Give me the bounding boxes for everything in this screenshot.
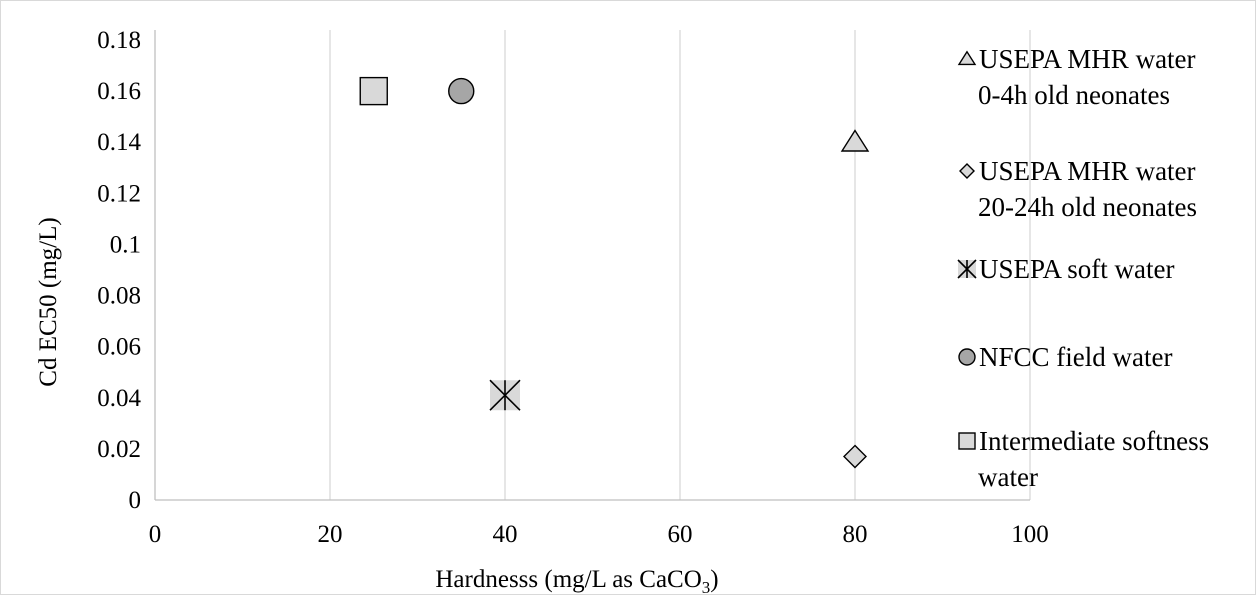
legend-marker-asterisk <box>957 259 977 279</box>
data-points <box>359 76 870 469</box>
legend-label-line-1: Intermediate softness <box>979 426 1209 456</box>
data-point-square-0 <box>359 76 388 106</box>
legend-entry-1: USEPA MHR water 0-4h old neonates <box>957 44 1196 110</box>
x-axis-title-main: Hardnesss (mg/L as CaCO <box>435 566 701 593</box>
y-tick-label-0.12: 0.12 <box>97 180 141 207</box>
x-tick-label-80: 80 <box>843 521 868 548</box>
y-tick-label-0.02: 0.02 <box>97 436 141 463</box>
x-tick-label-60: 60 <box>668 521 693 548</box>
legend-entry-5: Intermediate softness water <box>958 426 1209 492</box>
y-axis-title: Cd EC50 (mg/L) <box>35 217 62 386</box>
y-tick-label-0.08: 0.08 <box>97 283 141 310</box>
legend-entry-4: NFCC field water <box>958 342 1172 372</box>
legend-marker-triangle <box>957 50 977 66</box>
legend-entry-3: USEPA soft water <box>957 254 1175 284</box>
x-tick-label-100: 100 <box>1011 521 1049 548</box>
data-point-triangle-0 <box>840 129 870 152</box>
gridlines <box>329 30 1031 500</box>
y-tick-label-0.06: 0.06 <box>97 334 141 361</box>
axes <box>154 30 1030 501</box>
legend-label-line-1: USEPA MHR water <box>979 156 1196 186</box>
x-tick-label-40: 40 <box>493 521 518 548</box>
x-axis-title-close: ) <box>710 566 718 593</box>
x-tick-labels: 0 20 40 60 80 100 <box>149 521 1049 548</box>
y-tick-label-0.1: 0.1 <box>110 231 141 258</box>
legend-marker-square <box>958 432 976 450</box>
data-point-diamond-0 <box>843 444 867 469</box>
legend-label-line-1: USEPA soft water <box>979 254 1175 284</box>
legend-label-line-1: USEPA MHR water <box>979 44 1196 74</box>
x-axis-title: Hardnesss (mg/L as CaCO3) <box>435 566 718 595</box>
y-tick-label-0: 0 <box>129 487 142 514</box>
legend-label-line-2: 0-4h old neonates <box>978 80 1170 110</box>
legend-label-line-1: NFCC field water <box>979 342 1172 372</box>
legend-marker-circle <box>958 348 976 366</box>
x-tick-label-20: 20 <box>318 521 343 548</box>
y-tick-label-0.04: 0.04 <box>97 385 141 412</box>
y-tick-label-0.16: 0.16 <box>97 78 141 105</box>
x-axis-title-subscript: 3 <box>702 578 711 595</box>
data-point-asterisk-0 <box>489 379 521 411</box>
legend-marker-diamond <box>959 163 975 179</box>
y-tick-label-0.14: 0.14 <box>97 129 141 156</box>
data-point-circle-0 <box>448 77 475 105</box>
y-tick-label-0.18: 0.18 <box>97 27 141 54</box>
legend-entry-2: USEPA MHR water 20-24h old neonates <box>959 156 1197 222</box>
legend-label-line-2: 20-24h old neonates <box>978 192 1197 222</box>
x-tick-label-0: 0 <box>149 521 162 548</box>
legend-label-line-2: water <box>978 462 1038 492</box>
y-tick-labels: 0 0.02 0.04 0.06 0.08 0.1 0.12 0.14 0.16 0.18 <box>97 27 141 514</box>
